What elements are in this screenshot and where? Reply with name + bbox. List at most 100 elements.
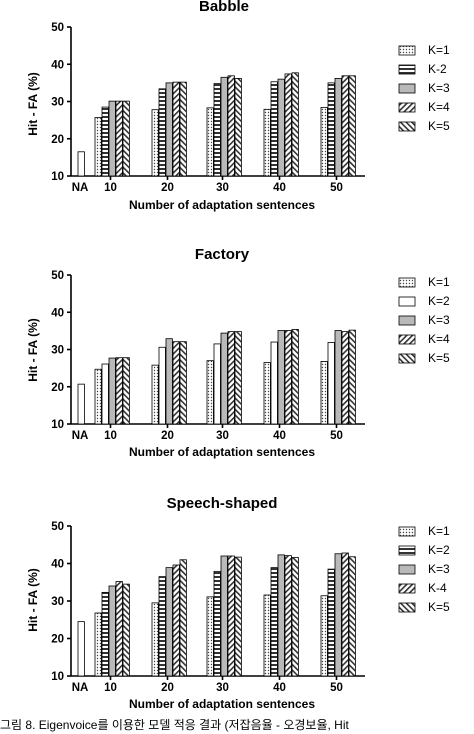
chart-title: Babble <box>199 0 249 15</box>
legend-label: K=2 <box>428 294 450 308</box>
x-tick-label: 30 <box>216 430 229 442</box>
bar <box>348 75 356 177</box>
x-tick-label: 20 <box>161 430 174 442</box>
bar <box>158 576 166 677</box>
y-tick-label: 20 <box>51 634 64 646</box>
bar <box>320 361 328 425</box>
bar <box>277 78 285 177</box>
bar <box>115 581 123 677</box>
bar <box>220 555 228 677</box>
legend-swatch <box>398 45 416 56</box>
x-tick-label: 50 <box>330 430 343 442</box>
chart-panel-speech-shaped: Speech-shaped Hit - FA (%) Number of ada… <box>26 495 450 711</box>
x-tick-label: NA <box>72 430 89 442</box>
y-axis-label: Hit - FA (%) <box>26 72 40 136</box>
bar <box>179 559 187 677</box>
bar <box>122 583 130 677</box>
legend-swatch <box>398 296 416 307</box>
bar <box>327 568 335 677</box>
legend-label: K=5 <box>428 119 450 133</box>
bar-na <box>77 383 85 425</box>
bar <box>227 331 235 425</box>
y-tick-label: 50 <box>51 270 64 282</box>
bar <box>94 117 102 177</box>
legend: K=1 K-2 K=3 K=4 K=5 <box>398 43 450 133</box>
bar <box>227 555 235 677</box>
y-tick-label: 10 <box>51 419 64 431</box>
bar <box>284 73 292 177</box>
bar <box>108 585 116 677</box>
chart-title: Speech-shaped <box>167 495 278 512</box>
legend-label: K=2 <box>428 543 450 557</box>
x-tick-label: 10 <box>104 430 117 442</box>
bar <box>270 567 278 677</box>
plot-area: 10 20 30 40 50 NA 10 20 30 40 50 <box>51 521 365 694</box>
bar <box>263 362 271 425</box>
bar <box>234 78 242 177</box>
legend-label: K-2 <box>428 62 447 76</box>
bar <box>101 363 109 425</box>
bar <box>213 570 221 677</box>
bar <box>291 72 299 177</box>
legend-label: K=3 <box>428 313 450 327</box>
plot-area: 10 20 30 40 50 NA 10 20 30 40 50 <box>51 270 365 442</box>
bar <box>327 82 335 177</box>
bar <box>206 596 214 677</box>
bar <box>213 343 221 425</box>
x-axis-label: Number of adaptation sentences <box>129 445 315 459</box>
bar <box>94 612 102 677</box>
bar <box>263 108 271 177</box>
y-tick-label: 40 <box>51 559 64 571</box>
bar <box>334 553 342 677</box>
y-tick-label: 20 <box>51 134 64 146</box>
legend-swatch <box>398 602 416 613</box>
bar <box>348 556 356 677</box>
legend: K=1 K=2 K=3 K=4 K=5 <box>398 275 450 365</box>
legend-label: K=5 <box>428 600 450 614</box>
legend-swatch <box>398 564 416 575</box>
bar <box>284 330 292 425</box>
bar <box>158 88 166 177</box>
x-tick-label: NA <box>72 182 89 194</box>
y-axis-label: Hit - FA (%) <box>26 568 40 632</box>
bar <box>220 332 228 425</box>
legend-label: K=4 <box>428 332 450 346</box>
bar <box>151 364 159 425</box>
bar-na <box>77 151 85 177</box>
bar <box>291 328 299 425</box>
legend-swatch <box>398 277 416 288</box>
bar <box>165 338 173 425</box>
legend-label: K=4 <box>428 100 450 114</box>
bar <box>284 555 292 677</box>
bar <box>348 329 356 425</box>
chart-panel-babble: Babble Hit - FA (%) Number of adaptation… <box>26 0 450 212</box>
bar <box>151 109 159 177</box>
bar <box>206 107 214 177</box>
y-tick-label: 50 <box>51 22 64 34</box>
bar <box>122 100 130 177</box>
legend-swatch <box>398 83 416 94</box>
x-tick-label: 20 <box>161 182 174 194</box>
x-tick-label: 40 <box>273 182 286 194</box>
y-tick-label: 30 <box>51 345 64 357</box>
bar <box>341 331 349 425</box>
legend: K=1 K=2 K=3 K-4 K=5 <box>398 524 450 614</box>
x-tick-label: 50 <box>330 182 343 194</box>
bar <box>108 357 116 425</box>
legend-label: K=1 <box>428 43 450 57</box>
bar <box>234 331 242 425</box>
chart-title: Factory <box>195 246 250 263</box>
bar <box>206 360 214 425</box>
y-tick-label: 40 <box>51 59 64 71</box>
x-tick-label: 50 <box>330 682 343 694</box>
bar <box>172 81 180 177</box>
bar <box>179 341 187 425</box>
x-tick-label: NA <box>72 682 89 694</box>
legend-swatch <box>398 583 416 594</box>
x-tick-label: 10 <box>104 182 117 194</box>
figure-caption: 그림 8. Eigenvoice를 이용한 모델 적응 결과 (저잡음율 - 오… <box>0 718 349 732</box>
legend-label: K-4 <box>428 581 447 595</box>
bar <box>172 341 180 425</box>
y-tick-label: 10 <box>51 671 64 683</box>
x-axis-label: Number of adaptation sentences <box>129 198 315 212</box>
